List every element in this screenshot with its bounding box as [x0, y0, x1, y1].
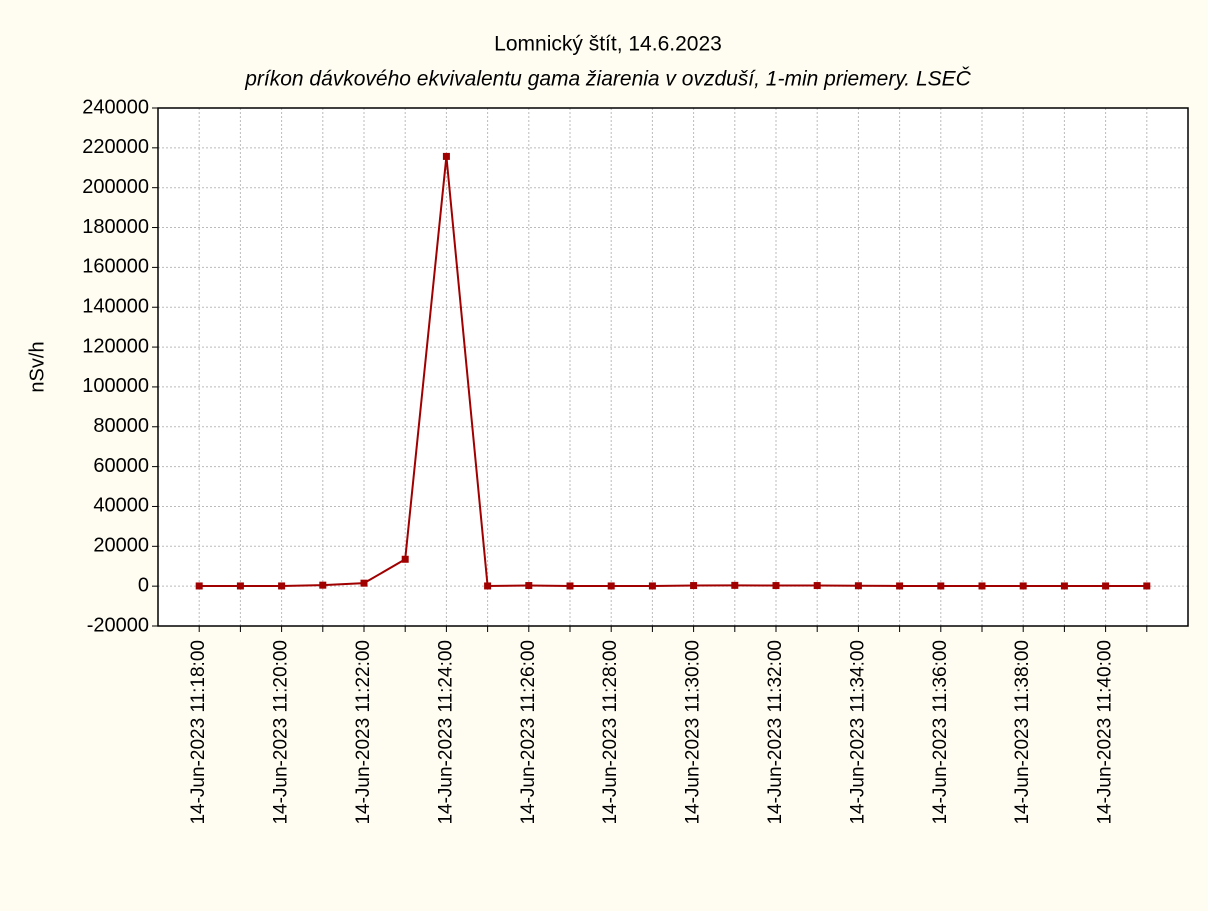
y-tick-label: 140000 [82, 296, 149, 318]
data-point [1143, 582, 1151, 590]
x-tick-label: 14-Jun-2023 11:20:00 [271, 640, 292, 825]
x-tick-label: 14-Jun-2023 11:26:00 [518, 640, 539, 825]
y-tick-label: 180000 [82, 216, 149, 238]
y-tick-label: 40000 [93, 495, 149, 517]
data-point [896, 582, 904, 590]
data-point [1102, 582, 1110, 590]
data-point [854, 582, 862, 590]
data-line [199, 156, 1147, 587]
y-tick-label: 240000 [82, 96, 149, 118]
data-point [484, 582, 492, 590]
x-tick-label: 14-Jun-2023 11:36:00 [930, 640, 951, 825]
y-tick-label: -20000 [87, 614, 149, 636]
data-point [1019, 582, 1027, 590]
plot-area [158, 108, 1188, 626]
x-tick-label: 14-Jun-2023 11:40:00 [1095, 640, 1116, 825]
data-point [278, 582, 286, 590]
x-tick-label: 14-Jun-2023 11:22:00 [353, 640, 374, 825]
data-point [607, 582, 615, 590]
data-point [525, 582, 533, 590]
x-tick-label: 14-Jun-2023 11:34:00 [847, 640, 868, 825]
plot-frame [157, 107, 1189, 627]
y-axis-label: nSv/h [26, 341, 48, 392]
data-point [937, 582, 945, 590]
data-point [195, 582, 203, 590]
data-point [731, 581, 739, 589]
chart-subtitle: príkon dávkového ekvivalentu gama žiaren… [244, 68, 971, 91]
y-tick-label: 20000 [93, 535, 149, 557]
y-tick-label: 220000 [82, 136, 149, 158]
data-point [401, 555, 409, 563]
x-tick-label: 14-Jun-2023 11:38:00 [1012, 640, 1033, 825]
y-tick-label: 80000 [93, 415, 149, 437]
chart-title: Lomnický štít, 14.6.2023 [494, 33, 722, 56]
y-tick-label: 0 [138, 574, 149, 596]
data-point [690, 582, 698, 590]
data-point [442, 152, 450, 160]
data-point [978, 582, 986, 590]
data-point [236, 582, 244, 590]
x-tick-label: 14-Jun-2023 11:28:00 [600, 640, 621, 825]
y-tick-label: 160000 [82, 256, 149, 278]
y-tick-label: 200000 [82, 176, 149, 198]
y-tick-label: 100000 [82, 375, 149, 397]
data-point [813, 582, 821, 590]
data-point [1060, 582, 1068, 590]
y-tick-label: 120000 [82, 335, 149, 357]
x-tick-label: 14-Jun-2023 11:32:00 [765, 640, 786, 825]
x-tick-label: 14-Jun-2023 11:24:00 [435, 640, 456, 825]
data-point [566, 582, 574, 590]
x-tick-label: 14-Jun-2023 11:18:00 [188, 640, 209, 825]
data-point [360, 579, 368, 587]
x-tick-label: 14-Jun-2023 11:30:00 [683, 640, 704, 825]
data-point [319, 581, 327, 589]
data-point [648, 582, 656, 590]
data-point [772, 582, 780, 590]
y-tick-label: 60000 [93, 455, 149, 477]
